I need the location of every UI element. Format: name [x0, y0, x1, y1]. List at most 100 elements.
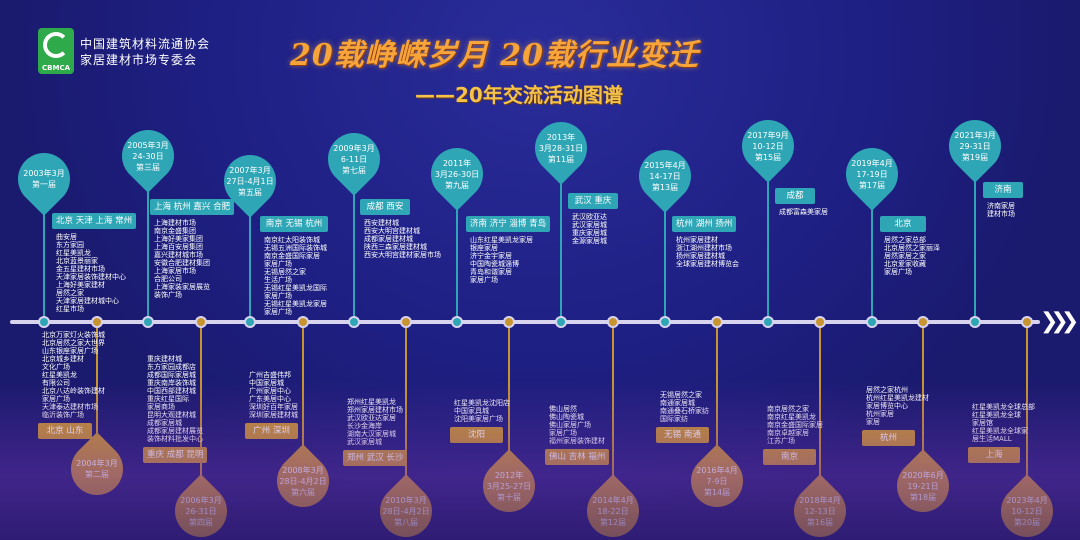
venue-item: 南京居然之家 — [767, 405, 809, 413]
venue-item: 居然之家总部 — [884, 236, 926, 244]
event-date: 2013年 3月28-31日 第11届 — [521, 132, 601, 165]
venue-item: 国际家纺 — [660, 415, 688, 423]
event-date-line: 2020年6月 — [902, 470, 944, 480]
event-venues: 武汉欧亚达 武汉家居城 重庆家居城 金源家居城 — [572, 213, 607, 245]
venue-item: 西安大明宫建材家居市场 — [364, 251, 441, 259]
venue-item: 家居广场 — [549, 429, 577, 437]
cbmca-logo: CBMCA — [38, 28, 74, 74]
event-date-line: 10-12日 — [752, 141, 784, 151]
venue-item: 东方家园 — [56, 241, 84, 249]
timeline-node — [400, 316, 412, 328]
event-venues: 重庆建材城 东方家园成都店 成都国际家居城 重庆南岸装饰城 中国西部建材城 重庆红星国际家… — [147, 355, 203, 443]
venue-item: 天津家居装饰建材中心 — [56, 273, 126, 281]
event-date-line: 第四届 — [189, 517, 213, 527]
event-cities: 上海 — [968, 447, 1020, 463]
event-date-line: 12-13日 — [804, 506, 836, 516]
venue-item: 建材市场 — [987, 210, 1015, 218]
venue-item: 全球家居建材博览会 — [676, 260, 739, 268]
event-cities: 重庆 成都 昆明 — [143, 447, 208, 463]
timeline-node — [711, 316, 723, 328]
event-date-line: 2023年4月 — [1006, 495, 1048, 505]
venue-item: 红星市场 — [56, 305, 84, 313]
event-date-line: 18-22日 — [597, 506, 629, 516]
venue-item: 郑州红星美凯龙 — [347, 398, 396, 406]
event-date-line: 28日-4月2日 — [279, 476, 327, 486]
event-cities: 北京 天津 上海 常州 — [52, 213, 137, 229]
event-date-line: 第12届 — [599, 517, 627, 527]
timeline-node — [814, 316, 826, 328]
venue-item: 杭州家居 — [866, 410, 894, 418]
event-date: 2009年3月 6-11日 第七届 — [314, 143, 394, 176]
venue-item: 深圳好百年家居 — [249, 403, 298, 411]
event-date-line: 28日-4月2日 — [382, 506, 430, 516]
page-subtitle: ——20年交流活动图谱 — [415, 83, 623, 107]
event-venues: 居然之家杭州 杭州红星美凯龙建材 家居博览中心 杭州家居 家居 — [866, 386, 929, 426]
event-date-line: 17-19日 — [856, 169, 888, 179]
timeline-node — [659, 316, 671, 328]
event-cities: 沈阳 — [450, 427, 503, 443]
event-cities: 南京 无锡 杭州 — [260, 216, 328, 232]
event-venues: 红星美凯龙全球总部 红星美凯龙全球 家居馆 红星美凯龙全球家 居生活MALL — [972, 403, 1035, 443]
event-venues: 广州吉盛伟邦 中国家居城 广州家居中心 广东美居中心 深圳好百年家居 深圳家居建材城 — [249, 371, 298, 419]
venue-item: 上海建材市场 — [154, 219, 196, 227]
timeline-node — [195, 316, 207, 328]
event-date: 2016年4月 7-9日 第14届 — [677, 465, 757, 498]
event-cities: 杭州 湖州 扬州 — [672, 216, 737, 232]
event-venues: 北京万家灯火装饰城 北京居然之家大世界 山东银座家居广场 北京城乡建材 文化广场 红星美凯… — [42, 331, 105, 419]
venue-item: 武汉家居城 — [572, 221, 607, 229]
event-venues: 郑州红星美凯龙 郑州家居建材市场 武汉欧亚达家居 长沙金海岸 湖南大汉家居城 武汉家居城 — [347, 398, 403, 446]
event-date-line: 第14届 — [703, 487, 731, 497]
event-date-line: 2014年4月 — [592, 495, 634, 505]
venue-item: 曲安居 — [56, 233, 77, 241]
venue-item: 家居广场 — [884, 268, 912, 276]
event-date-line: 2013年 — [546, 132, 576, 142]
event-cities: 杭州 — [862, 430, 915, 446]
event-stem — [664, 210, 666, 322]
venue-item: 上海好美家集团 — [154, 235, 203, 243]
event-date: 2003年3月 第一届 — [4, 168, 84, 190]
venue-item: 生活广场 — [264, 276, 292, 284]
event-date: 2020年6月 19-21日 第18届 — [883, 470, 963, 503]
venue-item: 杭州家居建材 — [676, 236, 718, 244]
venue-item: 南京金盛国际家居 — [767, 421, 823, 429]
venue-item: 红星美凯龙全球家 — [972, 427, 1028, 435]
venue-item: 佛山家居广场 — [549, 421, 591, 429]
event-date-line: 第13届 — [651, 182, 679, 192]
event-stem — [560, 182, 562, 322]
venue-item: 成都家居城 — [147, 419, 182, 427]
event-stem — [871, 208, 873, 322]
venue-item: 广州吉盛伟邦 — [249, 371, 291, 379]
venue-item: 南京红星美凯龙 — [767, 413, 816, 421]
event-cities: 成都 — [775, 188, 815, 204]
timeline-axis — [10, 320, 1040, 324]
event-cities: 无锡 南通 — [656, 427, 709, 443]
event-date-line: 第九届 — [445, 180, 469, 190]
event-date-line: 2008年3月 — [282, 465, 324, 475]
venue-item: 安徽合肥建材集团 — [154, 259, 210, 267]
timeline-node — [607, 316, 619, 328]
event-date: 2019年4月 17-19日 第17届 — [832, 158, 912, 191]
timeline-node — [142, 316, 154, 328]
venue-item: 金源家居城 — [572, 237, 607, 245]
timeline-node — [38, 316, 50, 328]
timeline-node — [917, 316, 929, 328]
venue-item: 北京万家灯火装饰城 — [42, 331, 105, 339]
venue-item: 文化广场 — [42, 363, 70, 371]
venue-item: 昆明大观建材城 — [147, 411, 196, 419]
event-date-line: 第18届 — [909, 492, 937, 502]
venue-item: 重庆建材城 — [147, 355, 182, 363]
venue-item: 家居广场 — [264, 260, 292, 268]
event-venues: 成都富森美家居 — [779, 208, 828, 216]
arrow-right-icon: ❯❯❯ — [1040, 309, 1079, 334]
timeline-node — [91, 316, 103, 328]
venue-item: 中国家居城 — [249, 379, 284, 387]
event-stem — [96, 322, 98, 435]
event-cities: 成都 西安 — [360, 199, 410, 215]
org-line-1: 中国建筑材料流通协会 — [80, 37, 211, 51]
event-cities: 济南 济宁 淄博 青岛 — [466, 216, 551, 232]
event-date: 2007年3月 27日-4月1日 第五届 — [210, 165, 290, 198]
venue-item: 北京八达岭装饰建材 — [42, 387, 105, 395]
event-date-line: 2003年3月 — [23, 169, 65, 178]
venue-item: 无锡居然之家 — [264, 268, 306, 276]
venue-item: 银座家居 — [470, 244, 498, 252]
